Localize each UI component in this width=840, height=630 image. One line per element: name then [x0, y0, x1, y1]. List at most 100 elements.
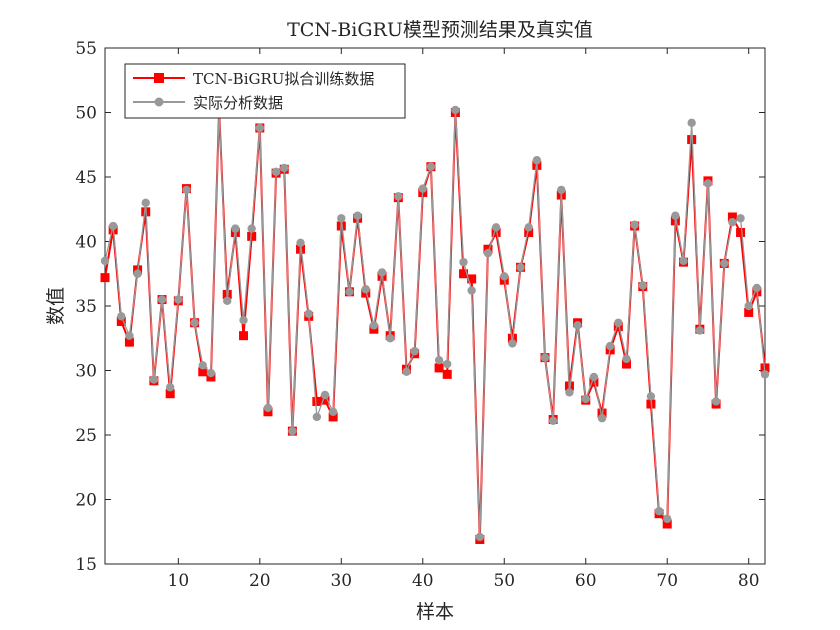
series-layer — [100, 105, 770, 544]
y-tick-label: 55 — [75, 39, 97, 59]
data-point-fit — [589, 377, 599, 387]
data-point-actual — [622, 354, 631, 364]
data-point-actual — [296, 238, 305, 247]
data-point-actual — [231, 224, 240, 233]
data-point-actual — [182, 185, 191, 195]
data-point-actual — [328, 407, 338, 416]
data-point-actual — [320, 390, 330, 400]
data-point-actual — [459, 257, 468, 267]
data-point-actual — [402, 367, 411, 376]
data-point-actual — [377, 268, 387, 277]
data-point-fit — [165, 389, 175, 399]
data-point-actual — [760, 370, 770, 379]
x-tick-label: 80 — [738, 571, 760, 591]
data-point-actual — [695, 326, 705, 335]
data-point-fit — [100, 273, 110, 283]
data-point-actual — [605, 341, 615, 351]
data-point-fit — [328, 412, 338, 422]
data-point-fit — [687, 135, 697, 145]
x-tick-label: 70 — [656, 571, 678, 591]
data-point-actual — [540, 353, 550, 362]
legend-marker-actual — [154, 97, 164, 107]
data-point-fit — [124, 337, 134, 347]
x-tick-label: 20 — [249, 571, 271, 591]
data-point-actual — [263, 403, 273, 413]
data-point-actual — [206, 368, 216, 378]
data-point-fit — [459, 269, 469, 279]
data-point-actual — [589, 372, 599, 382]
data-point-actual — [418, 184, 427, 193]
x-axis: 10 20 30 40 50 60 70 80 — [168, 48, 760, 591]
x-tick-label: 10 — [168, 571, 190, 591]
data-point-fit — [744, 307, 754, 317]
data-point-actual — [288, 426, 297, 436]
data-point-actual — [557, 185, 566, 195]
series-line — [104, 109, 766, 537]
legend-label-fit: TCN-BiGRU拟合训练数据 — [193, 70, 374, 88]
y-tick-label: 35 — [75, 297, 97, 317]
data-point-actual — [149, 375, 159, 384]
data-point-fit — [442, 369, 452, 379]
data-point-actual — [736, 214, 745, 223]
data-point-fit — [116, 316, 126, 326]
data-point-actual — [165, 383, 175, 392]
data-point-actual — [573, 321, 582, 330]
y-tick-label: 50 — [75, 104, 97, 124]
data-point-actual — [385, 334, 395, 343]
data-point-actual — [654, 506, 664, 516]
data-point-actual — [548, 416, 558, 426]
data-point-actual — [711, 397, 721, 406]
y-tick-label: 20 — [75, 491, 97, 511]
data-point-fit — [312, 396, 322, 406]
data-point-actual — [304, 309, 313, 318]
x-tick-label: 60 — [575, 571, 597, 591]
data-point-fit — [247, 231, 257, 241]
data-point-actual — [687, 118, 696, 128]
data-point-actual — [752, 283, 762, 293]
data-point-actual — [312, 412, 322, 422]
y-axis-label: 数值 — [45, 287, 67, 325]
data-point-actual — [703, 179, 713, 188]
chart-title: TCN-BiGRU模型预测结果及真实值 — [287, 19, 593, 41]
data-point-actual — [223, 296, 232, 306]
data-point-actual — [353, 211, 362, 220]
data-point-fit — [320, 395, 330, 405]
y-tick-label: 30 — [75, 362, 97, 382]
legend-box — [124, 63, 406, 119]
data-point-actual — [581, 394, 590, 404]
data-point-actual — [451, 105, 460, 115]
data-point-actual — [744, 301, 753, 311]
data-point-actual — [133, 269, 142, 278]
data-point-actual — [467, 286, 476, 295]
data-point-actual — [434, 355, 444, 365]
data-point-actual — [198, 361, 207, 370]
data-point-actual — [532, 156, 542, 165]
data-point-actual — [141, 198, 150, 207]
x-tick-label: 50 — [493, 571, 515, 591]
data-point-actual — [239, 315, 248, 325]
data-point-actual — [271, 167, 281, 177]
data-point-fit — [198, 367, 208, 377]
data-point-actual — [508, 339, 517, 348]
data-point-actual — [614, 318, 623, 327]
legend: TCN-BiGRU拟合训练数据 实际分析数据 — [124, 63, 406, 119]
y-tick-label: 25 — [75, 426, 97, 446]
data-point-actual — [125, 331, 134, 340]
data-point-actual — [157, 295, 167, 304]
data-point-actual — [679, 256, 688, 266]
data-point-actual — [720, 259, 729, 268]
data-point-actual — [491, 223, 501, 232]
data-point-actual — [443, 359, 452, 369]
data-point-fit — [239, 331, 249, 341]
x-axis-label: 样本 — [416, 601, 454, 623]
data-point-actual — [500, 272, 509, 281]
plot-frame — [104, 47, 766, 565]
legend-label-actual: 实际分析数据 — [193, 94, 283, 112]
data-point-actual — [117, 312, 126, 321]
data-point-fit — [736, 227, 746, 237]
x-tick-label: 40 — [412, 571, 434, 591]
y-tick-label: 45 — [75, 168, 97, 188]
data-point-actual — [646, 392, 656, 401]
y-axis: 15 20 25 30 35 40 45 50 55 — [75, 39, 765, 575]
series-actual — [100, 105, 770, 542]
